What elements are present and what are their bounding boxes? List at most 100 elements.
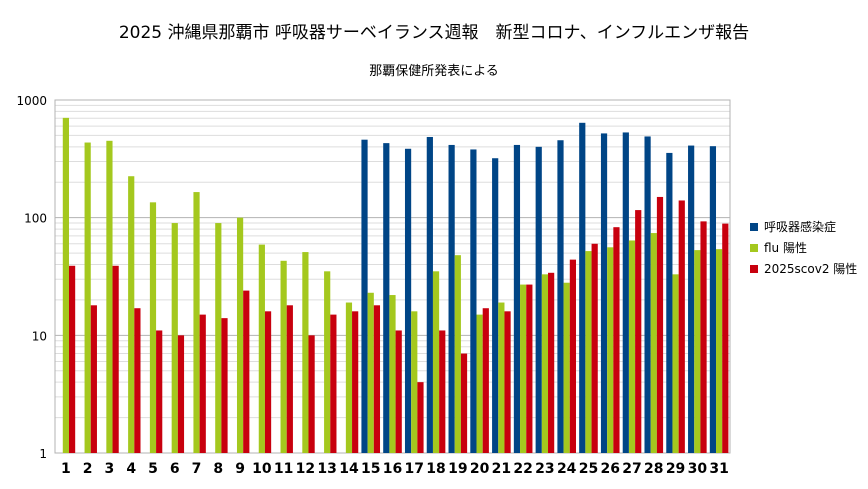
bar-series-2-week-26: [613, 227, 620, 453]
bar-series-2-week-24: [569, 259, 576, 453]
bar-series-2-week-19: [460, 353, 468, 453]
bar-series-2-week-9: [243, 290, 250, 453]
bar-series-2-week-17: [417, 382, 424, 453]
bar-series-2-week-22: [526, 284, 533, 453]
bar-series-2-week-3: [112, 265, 119, 453]
bar-series-2-week-8: [221, 318, 228, 453]
bar-series-2-week-10: [264, 311, 272, 453]
bar-series-0-week-17: [404, 148, 412, 453]
chart-subtitle: 那覇保健所発表による: [369, 64, 499, 79]
legend-swatch-0: [750, 222, 758, 231]
bar-series-2-week-18: [439, 330, 446, 453]
bar-series-0-week-25: [579, 122, 586, 454]
y-tick-label: 1000: [16, 94, 47, 108]
x-tick-label: 15: [361, 461, 380, 477]
bar-series-2-week-6: [177, 335, 185, 453]
bar-series-1-week-20: [476, 314, 483, 453]
x-tick-label: 12: [296, 461, 315, 477]
bar-series-2-week-28: [656, 196, 664, 453]
bar-series-1-week-4: [128, 176, 135, 454]
bar-series-1-week-9: [236, 217, 244, 453]
bar-series-1-week-19: [454, 255, 461, 453]
bar-series-0-week-15: [361, 139, 368, 453]
x-tick-label: 14: [339, 461, 359, 477]
bar-series-2-week-25: [591, 243, 598, 453]
chart-title: 2025 沖縄県那覇市 呼吸器サーベイランス週報 新型コロナ、インフルエンザ報告: [118, 23, 750, 43]
x-tick-label: 19: [448, 461, 467, 477]
bar-series-1-week-23: [541, 274, 549, 453]
bar-series-0-week-28: [644, 136, 651, 453]
x-tick-label: 27: [622, 461, 641, 477]
y-tick-label: 1: [39, 447, 47, 461]
bar-series-1-week-29: [672, 274, 679, 453]
x-tick-label: 13: [317, 461, 336, 477]
x-tick-label: 18: [426, 461, 445, 477]
bar-series-0-week-26: [600, 133, 608, 454]
bar-series-1-week-15: [367, 292, 374, 453]
x-tick-label: 20: [470, 461, 490, 477]
bar-series-2-week-1: [68, 265, 76, 453]
legend-item-series-2: 2025scov2 陽性: [750, 258, 857, 279]
bar-series-1-week-31: [716, 249, 723, 453]
bar-series-0-week-22: [513, 144, 521, 454]
legend-label-1: flu 陽性: [764, 241, 807, 255]
x-tick-label: 5: [148, 461, 158, 477]
x-tick-label: 28: [644, 461, 663, 477]
x-tick-label: 17: [405, 461, 424, 477]
bar-series-0-week-20: [470, 149, 477, 453]
bar-series-2-week-31: [722, 223, 729, 453]
bar-series-1-week-12: [302, 252, 309, 453]
bar-series-1-week-17: [411, 311, 418, 453]
bar-series-1-week-24: [563, 282, 570, 453]
bar-series-2-week-29: [678, 200, 685, 453]
x-tick-label: 9: [235, 461, 245, 477]
bar-series-1-week-30: [694, 250, 701, 453]
bar-series-0-week-29: [666, 152, 673, 453]
bar-series-2-week-15: [373, 305, 381, 453]
bar-series-2-week-30: [700, 221, 707, 453]
legend: 呼吸器感染症 flu 陽性 2025scov2 陽性: [750, 216, 857, 279]
bar-series-2-week-2: [90, 305, 97, 453]
bar-series-1-week-5: [149, 202, 157, 453]
x-tick-label: 2: [83, 461, 93, 477]
bar-series-2-week-20: [482, 308, 489, 453]
x-tick-label: 21: [492, 461, 511, 477]
bar-series-1-week-7: [193, 192, 200, 453]
bar-series-1-week-25: [585, 251, 592, 453]
bar-series-0-week-31: [709, 146, 717, 453]
legend-label-2: 2025scov2 陽性: [764, 262, 858, 276]
x-tick-label: 25: [579, 461, 598, 477]
bar-series-2-week-12: [308, 335, 315, 453]
x-tick-label: 26: [600, 461, 619, 477]
bar-series-1-week-11: [280, 260, 287, 453]
bar-series-0-week-23: [535, 146, 542, 453]
bar-series-2-week-27: [635, 210, 642, 453]
bar-series-1-week-10: [258, 244, 265, 453]
bar-series-0-week-16: [383, 143, 390, 453]
x-tick-label: 30: [688, 461, 708, 477]
bar-series-1-week-13: [324, 271, 331, 453]
legend-item-series-0: 呼吸器感染症: [750, 216, 857, 237]
x-tick-label: 23: [535, 461, 554, 477]
x-tick-label: 31: [709, 461, 728, 477]
x-tick-label: 16: [383, 461, 402, 477]
x-tick-label: 3: [105, 461, 115, 477]
bar-series-2-week-13: [330, 314, 337, 453]
bar-series-1-week-28: [650, 233, 657, 453]
x-tick-label: 29: [666, 461, 685, 477]
x-tick-label: 6: [170, 461, 180, 477]
x-tick-label: 24: [557, 461, 577, 477]
x-tick-label: 22: [513, 461, 532, 477]
bar-series-2-week-7: [199, 314, 206, 453]
x-tick-label: 8: [213, 461, 223, 477]
bar-series-1-week-6: [171, 223, 178, 453]
bar-series-2-week-14: [352, 311, 359, 453]
bar-series-1-week-21: [498, 302, 505, 453]
x-tick-label: 7: [192, 461, 202, 477]
y-tick-label: 100: [24, 212, 47, 226]
bar-series-1-week-2: [84, 142, 91, 453]
y-tick-label: 10: [32, 329, 47, 343]
bar-series-1-week-3: [106, 140, 113, 453]
bar-series-1-week-26: [607, 247, 614, 453]
